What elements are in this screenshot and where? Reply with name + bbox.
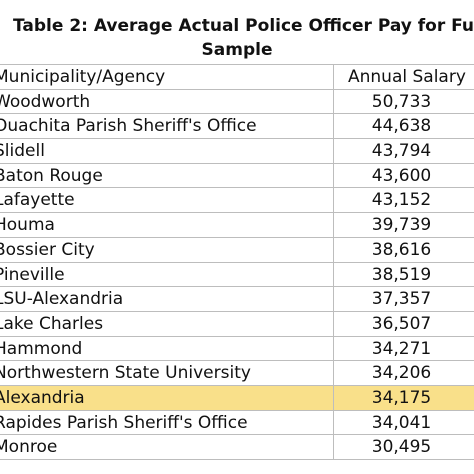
table-row: Slidell 43,794 [0,139,474,164]
municipality-cell: LSU-Alexandria [0,287,334,311]
table-row: Houma 39,739 [0,213,474,238]
salary-cell: 39,739 [371,215,432,236]
salary-cell: 34,041 [371,412,432,433]
municipality-cell: Alexandria [0,385,334,410]
table-title-line1: Table 2: Average Actual Police Officer P… [13,16,474,36]
salary-cell: 36,507 [371,313,432,334]
salary-table: Municipality/Agency Annual Salary Woodwo… [0,64,474,460]
table-row: Woodworth 50,733 [0,89,474,115]
table-row: Bossier City 38,616 [0,237,474,263]
salary-cell: 38,616 [371,239,432,260]
salary-cell: 37,357 [371,289,432,310]
table-title-line2: Sample [201,40,273,60]
table-row: Pineville 38,519 [0,262,474,288]
salary-cell: 38,519 [371,264,432,285]
salary-cell: 44,638 [371,116,432,137]
column-header-salary: Annual Salary [348,67,466,87]
table-row: Ouachita Parish Sheriff's Office 44,638 [0,114,474,140]
table-body: Woodworth 50,733 Ouachita Parish Sheriff's… [0,89,474,460]
table-row: Monroe 30,495 [0,435,474,460]
municipality-cell: Rapides Parish Sheriff's Office [0,410,334,435]
table-row: LSU-Alexandria 37,357 [0,287,474,312]
salary-cell: 34,271 [371,338,432,359]
table-row: Baton Rouge 43,600 [0,163,474,189]
salary-cell: 43,152 [371,190,432,211]
table-row: Rapides Parish Sheriff's Office 34,041 [0,410,474,436]
table-row: Lafayette 43,152 [0,188,474,214]
salary-cell: 34,206 [371,363,432,384]
table-header-row: Municipality/Agency Annual Salary [0,65,474,90]
table-row: Hammond 34,271 [0,336,474,362]
column-header-municipality: Municipality/Agency [0,65,334,89]
salary-cell: 43,794 [371,141,432,162]
municipality-cell: Ouachita Parish Sheriff's Office [0,114,334,139]
municipality-cell: Monroe [0,435,334,459]
municipality-cell: Northwestern State University [0,361,334,385]
municipality-cell: Baton Rouge [0,163,334,188]
salary-cell: 34,175 [371,387,432,408]
municipality-cell: Woodworth [0,89,334,114]
municipality-cell: Lafayette [0,188,334,213]
municipality-cell: Houma [0,213,334,237]
municipality-cell: Pineville [0,262,334,287]
municipality-cell: Hammond [0,336,334,361]
table-row: Northwestern State University 34,206 [0,361,474,386]
table-row-highlighted: Alexandria 34,175 [0,385,474,411]
salary-cell: 43,600 [371,165,432,186]
salary-cell: 50,733 [371,91,432,112]
salary-cell: 30,495 [371,437,432,458]
municipality-cell: Bossier City [0,237,334,262]
table-row: Lake Charles 36,507 [0,311,474,337]
municipality-cell: Slidell [0,139,334,163]
municipality-cell: Lake Charles [0,311,334,336]
